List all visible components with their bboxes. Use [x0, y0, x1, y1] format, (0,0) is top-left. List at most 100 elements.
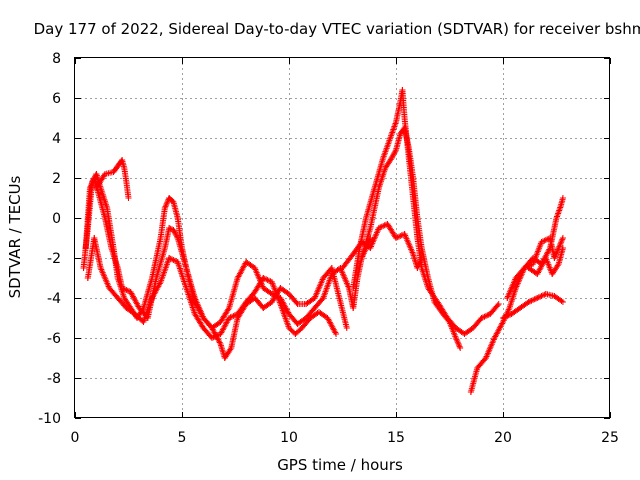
y-tick-label: -6 [47, 331, 61, 347]
data-point [91, 235, 98, 241]
data-point [243, 259, 250, 265]
data-point [221, 355, 228, 361]
data-point [131, 311, 138, 317]
data-point [125, 195, 132, 201]
data-point [106, 285, 113, 291]
data-point [508, 311, 515, 317]
data-point [559, 299, 566, 305]
plot-frame [74, 57, 610, 418]
data-point [153, 275, 160, 281]
data-point [333, 331, 340, 337]
data-point [93, 185, 100, 191]
data-point [534, 271, 541, 277]
data-point [243, 299, 250, 305]
data-point [457, 345, 464, 351]
data-point [226, 315, 233, 321]
data-point [121, 165, 128, 171]
data-point [303, 301, 310, 307]
data-point [401, 115, 408, 121]
series-track-d [93, 157, 132, 201]
y-tick-label: 6 [52, 91, 61, 107]
x-axis-label: GPS time / hours [277, 456, 403, 474]
data-point [534, 295, 541, 301]
x-tick-label: 0 [71, 430, 80, 446]
data-point [268, 299, 275, 305]
data-marker-run [467, 366, 480, 395]
data-point [358, 239, 365, 245]
data-point [504, 295, 511, 301]
data-point [119, 285, 126, 291]
data-point [328, 271, 335, 277]
data-point [174, 215, 181, 221]
data-point [101, 215, 108, 221]
data-point [286, 311, 292, 317]
data-point [161, 245, 168, 251]
data-point [452, 335, 459, 341]
series-track-c [84, 235, 340, 341]
y-tick-label: -4 [47, 291, 61, 307]
grid-lines [75, 58, 610, 418]
data-point [446, 319, 453, 325]
data-point [200, 325, 207, 331]
data-point [397, 99, 404, 105]
data-point [555, 261, 562, 267]
data-point [86, 185, 93, 191]
data-point [251, 295, 258, 301]
data-point [191, 295, 198, 301]
data-point [114, 265, 121, 271]
data-point [277, 285, 284, 291]
y-tick-label: 2 [52, 171, 61, 187]
data-point [393, 235, 399, 241]
data-point [559, 245, 566, 251]
data-marker-run [228, 316, 241, 351]
data-point [418, 245, 425, 251]
data-point [208, 325, 215, 331]
series-track-a [80, 171, 350, 361]
series-track-f [358, 125, 464, 351]
data-point [559, 195, 566, 201]
data-point [547, 245, 554, 251]
x-tick-label: 15 [387, 430, 405, 446]
data-point [294, 321, 301, 327]
data-point [260, 305, 267, 311]
data-point [542, 255, 549, 261]
data-point [91, 175, 98, 181]
data-point [286, 291, 292, 297]
chart-title: Day 177 of 2022, Sidereal Day-to-day VTE… [34, 20, 640, 38]
data-point [234, 311, 241, 317]
data-point [399, 87, 406, 93]
y-tick-label: 0 [52, 211, 61, 227]
y-axis-label: SDTVAR / TECUs [6, 175, 24, 298]
data-point [367, 245, 374, 251]
data-point [307, 315, 314, 321]
data-point [393, 119, 399, 125]
data-point [82, 245, 89, 251]
data-point [149, 295, 156, 301]
data-point [350, 285, 357, 291]
data-point [401, 125, 408, 131]
data-point [286, 325, 292, 331]
data-point [375, 225, 382, 231]
data-marker-run [405, 145, 416, 180]
data-point [388, 131, 395, 137]
data-point [382, 165, 389, 171]
data-point [157, 279, 164, 285]
data-point [491, 335, 498, 341]
series-track-i [500, 291, 566, 321]
data-point [174, 235, 181, 241]
data-point [200, 315, 207, 321]
data-marker-run [337, 299, 350, 330]
data-point [410, 175, 417, 181]
data-point [328, 265, 335, 271]
data-point [538, 239, 545, 245]
data-point [277, 301, 284, 307]
data-point [166, 225, 173, 231]
data-point [529, 255, 536, 261]
data-point [431, 299, 438, 305]
data-point [311, 295, 318, 301]
data-point [559, 235, 566, 241]
data-marker-run [547, 216, 560, 251]
data-point [114, 163, 121, 169]
data-point [495, 301, 502, 307]
axis-ticks: 0 5 10 15 20 25 -10 -8 -6 -4 -2 0 2 4 6 8 [38, 51, 619, 446]
